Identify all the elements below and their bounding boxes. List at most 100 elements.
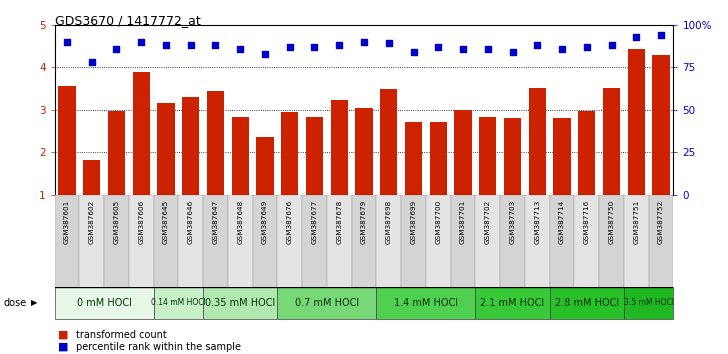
- Point: [358, 39, 370, 45]
- Bar: [277, 287, 376, 319]
- Point: [606, 42, 617, 48]
- Text: GSM387713: GSM387713: [534, 199, 540, 244]
- Text: GSM387702: GSM387702: [485, 199, 491, 244]
- Bar: [603, 88, 620, 195]
- Point: [333, 42, 345, 48]
- Point: [531, 42, 543, 48]
- Text: ■: ■: [58, 342, 68, 352]
- Bar: [232, 116, 249, 195]
- Text: percentile rank within the sample: percentile rank within the sample: [76, 342, 242, 352]
- Text: GSM387645: GSM387645: [163, 199, 169, 244]
- Bar: [132, 72, 150, 195]
- Bar: [574, 195, 599, 290]
- Bar: [253, 195, 277, 290]
- Bar: [157, 103, 175, 195]
- Point: [309, 44, 320, 50]
- Bar: [327, 195, 352, 290]
- Point: [160, 42, 172, 48]
- Bar: [451, 195, 475, 290]
- Point: [259, 51, 271, 57]
- Bar: [154, 195, 178, 290]
- Point: [234, 46, 246, 51]
- Bar: [228, 195, 253, 290]
- Point: [86, 59, 98, 65]
- Bar: [352, 195, 376, 290]
- Text: GSM387601: GSM387601: [64, 199, 70, 244]
- Text: GSM387605: GSM387605: [114, 199, 119, 244]
- Bar: [479, 116, 496, 195]
- Point: [457, 46, 469, 51]
- Bar: [154, 287, 203, 319]
- Bar: [550, 195, 574, 290]
- Bar: [277, 195, 302, 290]
- Point: [408, 49, 419, 55]
- Bar: [331, 101, 348, 195]
- Point: [655, 32, 667, 38]
- Text: GSM387649: GSM387649: [262, 199, 268, 244]
- Bar: [649, 195, 673, 290]
- Bar: [355, 108, 373, 195]
- Bar: [104, 195, 129, 290]
- Text: dose: dose: [4, 298, 27, 308]
- Bar: [203, 195, 228, 290]
- Text: ■: ■: [58, 330, 68, 339]
- Text: GSM387606: GSM387606: [138, 199, 144, 244]
- Text: GSM387676: GSM387676: [287, 199, 293, 244]
- Bar: [652, 55, 670, 195]
- Bar: [405, 122, 422, 195]
- Text: GDS3670 / 1417772_at: GDS3670 / 1417772_at: [55, 14, 200, 27]
- Text: 0 mM HOCl: 0 mM HOCl: [76, 298, 132, 308]
- Text: transformed count: transformed count: [76, 330, 167, 339]
- Text: GSM387701: GSM387701: [460, 199, 466, 244]
- Point: [507, 49, 518, 55]
- Point: [61, 39, 73, 45]
- Text: GSM387602: GSM387602: [89, 199, 95, 244]
- Text: GSM387752: GSM387752: [658, 199, 664, 244]
- Bar: [624, 287, 673, 319]
- Bar: [207, 91, 224, 195]
- Point: [581, 44, 593, 50]
- Bar: [380, 89, 397, 195]
- Text: 1.4 mM HOCl: 1.4 mM HOCl: [394, 298, 458, 308]
- Point: [432, 44, 444, 50]
- Point: [210, 42, 221, 48]
- Text: GSM387751: GSM387751: [633, 199, 639, 244]
- Text: GSM387677: GSM387677: [312, 199, 317, 244]
- Bar: [525, 195, 550, 290]
- Text: 2.8 mM HOCl: 2.8 mM HOCl: [555, 298, 619, 308]
- Point: [111, 46, 122, 51]
- Bar: [475, 287, 550, 319]
- Text: GSM387750: GSM387750: [609, 199, 614, 244]
- Bar: [129, 195, 154, 290]
- Point: [135, 39, 147, 45]
- Text: GSM387679: GSM387679: [361, 199, 367, 244]
- Bar: [306, 118, 323, 195]
- Bar: [599, 195, 624, 290]
- Bar: [426, 195, 451, 290]
- Text: 0.35 mM HOCl: 0.35 mM HOCl: [205, 298, 275, 308]
- Bar: [281, 112, 298, 195]
- Bar: [79, 195, 104, 290]
- Text: GSM387714: GSM387714: [559, 199, 565, 244]
- Bar: [454, 110, 472, 195]
- Bar: [500, 195, 525, 290]
- Point: [556, 46, 568, 51]
- Point: [630, 34, 642, 40]
- Bar: [504, 118, 521, 195]
- Text: GSM387698: GSM387698: [386, 199, 392, 244]
- Text: GSM387648: GSM387648: [237, 199, 243, 244]
- Bar: [624, 195, 649, 290]
- Bar: [178, 195, 203, 290]
- Bar: [475, 195, 500, 290]
- Bar: [628, 49, 645, 195]
- Bar: [529, 88, 546, 195]
- Point: [383, 41, 395, 46]
- Text: 0.14 mM HOCl: 0.14 mM HOCl: [151, 298, 206, 307]
- Point: [482, 46, 494, 51]
- Text: GSM387703: GSM387703: [510, 199, 515, 244]
- Text: 3.5 mM HOCl: 3.5 mM HOCl: [624, 298, 673, 307]
- Text: GSM387647: GSM387647: [213, 199, 218, 244]
- Bar: [182, 97, 199, 195]
- Bar: [578, 110, 596, 195]
- Text: 0.7 mM HOCl: 0.7 mM HOCl: [295, 298, 359, 308]
